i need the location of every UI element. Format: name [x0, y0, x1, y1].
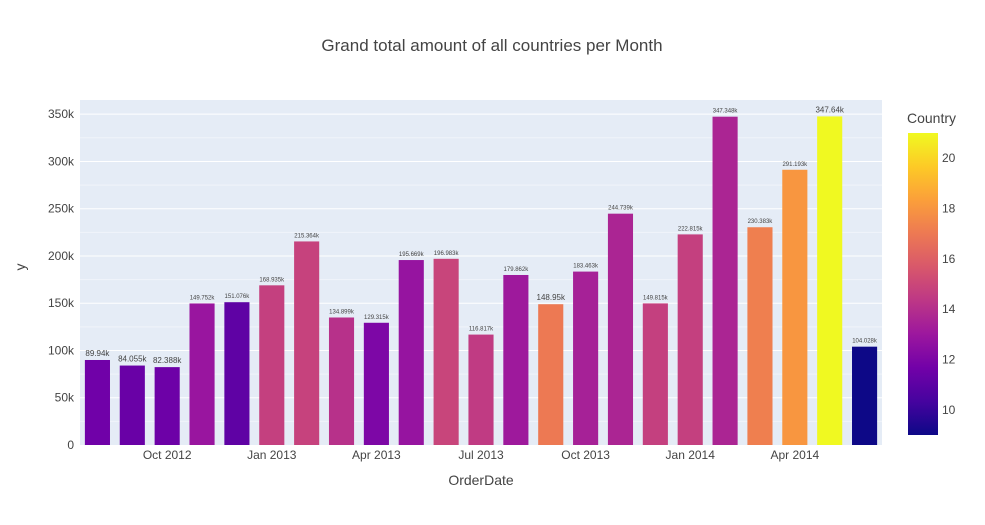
bar — [84, 359, 110, 445]
colorbar-tick-label: 12 — [942, 353, 956, 367]
colorbar-tick-label: 18 — [942, 202, 956, 216]
bar-data-labels: 89.94k 84.055k 82.388k 149.752k 151.076k 168.… — [85, 105, 877, 365]
bar-data-label: 196.983k — [434, 251, 460, 257]
y-tick-label: 200k — [48, 249, 75, 263]
bar-data-label: 179.862k — [504, 267, 530, 273]
bar-data-label: 230.383k — [748, 219, 774, 225]
bar-data-label: 89.94k — [85, 349, 110, 358]
y-tick-label: 300k — [48, 154, 75, 168]
x-tick-label: Jan 2014 — [666, 448, 716, 462]
bar-data-label: 84.055k — [118, 355, 147, 364]
bar-data-label: 116.817k — [469, 327, 494, 333]
colorbar-ticks: 10 12 14 16 18 20 — [942, 151, 956, 417]
bar-data-label: 291.193k — [782, 162, 808, 168]
y-tick-label: 100k — [48, 343, 75, 357]
bar — [468, 334, 494, 445]
x-axis-ticks: Oct 2012 Jan 2013 Apr 2013 Jul 2013 Oct 2013… — [143, 448, 820, 462]
bar — [782, 169, 808, 445]
bar-data-label: 148.95k — [537, 293, 566, 302]
bar — [433, 258, 459, 445]
bar — [328, 317, 355, 445]
bar-data-label: 183.463k — [573, 264, 599, 270]
bar — [119, 365, 145, 445]
bar — [189, 303, 215, 445]
bar-data-label: 104.028k — [852, 339, 878, 345]
bar — [712, 116, 738, 446]
bar-data-label: 129.315k — [364, 315, 390, 321]
y-tick-label: 0 — [67, 438, 74, 452]
x-axis-title: OrderDate — [448, 472, 514, 488]
bar-data-label: 82.388k — [153, 356, 182, 365]
bar-data-label: 149.752k — [190, 295, 216, 301]
bar — [398, 260, 424, 445]
bar — [538, 304, 564, 445]
bar — [817, 116, 843, 446]
bar — [642, 303, 668, 445]
bar-data-label: 222.815k — [678, 226, 704, 232]
colorbar — [908, 133, 938, 435]
colorbar-title: Country — [907, 110, 956, 126]
bar-data-label: 244.739k — [608, 206, 634, 212]
bar-data-label: 347.64k — [815, 105, 844, 114]
bar — [607, 213, 634, 445]
bar — [573, 271, 599, 445]
bar — [154, 367, 180, 445]
x-tick-label: Apr 2014 — [770, 448, 819, 462]
colorbar-tick-label: 20 — [942, 151, 956, 165]
bar-data-label: 347.348k — [713, 109, 739, 115]
bar — [294, 241, 320, 445]
bar-data-label: 215.364k — [294, 233, 320, 239]
bar — [852, 346, 878, 445]
bar — [259, 285, 285, 445]
bars — [84, 116, 878, 446]
chart-title: Grand total amount of all countries per … — [321, 36, 662, 55]
y-tick-label: 350k — [48, 107, 75, 121]
y-tick-label: 150k — [48, 296, 75, 310]
y-axis-title: y — [12, 264, 28, 271]
colorbar-tick-label: 16 — [942, 252, 956, 266]
bar-data-label: 134.899k — [329, 309, 355, 315]
x-tick-label: Oct 2013 — [561, 448, 610, 462]
y-tick-label: 50k — [55, 391, 75, 405]
x-tick-label: Jan 2013 — [247, 448, 297, 462]
x-tick-label: Oct 2012 — [143, 448, 192, 462]
colorbar-tick-label: 14 — [942, 302, 956, 316]
bar — [677, 234, 703, 445]
x-tick-label: Jul 2013 — [458, 448, 504, 462]
bar — [363, 322, 389, 445]
bar — [224, 302, 250, 445]
y-tick-label: 250k — [48, 202, 75, 216]
colorbar-tick-label: 10 — [942, 403, 956, 417]
bar — [747, 227, 773, 445]
bar-data-label: 195.669k — [399, 252, 425, 258]
x-tick-label: Apr 2013 — [352, 448, 401, 462]
y-axis-ticks: 0 50k 100k 150k 200k 250k 300k 350k — [48, 107, 75, 452]
bar — [503, 274, 529, 445]
bar-data-label: 151.076k — [225, 294, 251, 300]
bar-data-label: 168.935k — [259, 277, 285, 283]
bar-data-label: 149.815k — [643, 295, 669, 301]
